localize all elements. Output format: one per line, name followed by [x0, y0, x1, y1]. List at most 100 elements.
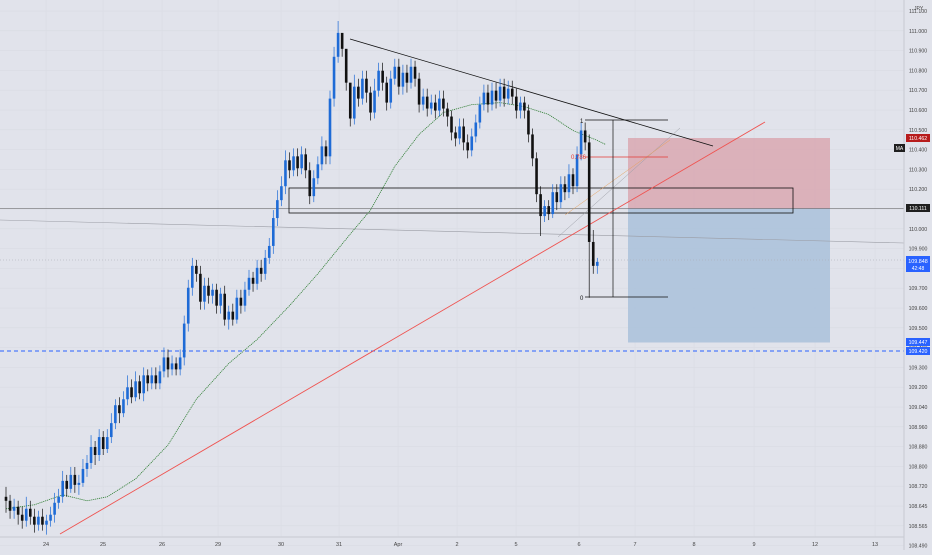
candle-body: [567, 174, 571, 193]
candle-body: [272, 218, 275, 246]
candle-body: [458, 126, 461, 139]
candle: [77, 474, 81, 495]
descending-trendline: [349, 38, 714, 147]
candle: [389, 70, 393, 109]
candle-body: [8, 500, 12, 511]
candle-body: [130, 387, 133, 398]
candle-body: [531, 134, 534, 159]
candles: [4, 20, 599, 535]
candle-body: [494, 90, 498, 101]
candle-body: [591, 241, 595, 266]
candle-body: [583, 130, 587, 143]
price-tick-label: 109.500: [909, 326, 928, 332]
time-axis-ticks: 24 25 26 29 30 31 Apr 2 5 6 7 8 9 12 13: [43, 542, 878, 548]
candle-body: [231, 311, 235, 320]
time-tick-label: 6: [577, 542, 580, 548]
candle: [69, 466, 73, 493]
candle: [255, 259, 259, 290]
candle: [73, 466, 77, 493]
candle-body: [587, 142, 591, 242]
candle-body: [498, 86, 502, 101]
candle: [12, 498, 16, 519]
currency-label: JPY: [914, 6, 924, 12]
time-tick-label: 8: [692, 542, 695, 548]
candle: [385, 76, 388, 111]
candle-body: [16, 506, 20, 515]
candle: [33, 508, 36, 533]
candle-body: [292, 156, 295, 171]
candle: [474, 114, 478, 143]
price-tick-label: 109.700: [909, 286, 928, 292]
candle-body: [207, 285, 210, 296]
candle-body: [81, 468, 85, 483]
price-tick-label: 110.300: [909, 167, 927, 173]
candle-body: [357, 86, 360, 99]
candle-body: [429, 102, 433, 109]
candle-body: [393, 66, 397, 79]
candle: [49, 506, 52, 527]
candle: [409, 58, 413, 89]
grey-trendline: [0, 219, 905, 244]
candle-body: [527, 110, 530, 135]
price-tick-label: 109.300: [909, 365, 928, 371]
candle-body: [259, 267, 263, 274]
candle-body: [170, 363, 174, 370]
candle: [498, 78, 502, 107]
candle: [539, 186, 542, 236]
entry-price-label-text: 110.111: [909, 206, 927, 212]
entry-price-label-bg: [906, 204, 930, 212]
candle: [458, 118, 461, 145]
candle: [405, 64, 409, 93]
candle-body: [223, 293, 226, 320]
candle-body: [551, 192, 555, 215]
drawing-tools: [0, 38, 905, 535]
candle-body: [348, 82, 352, 119]
candle-body: [284, 160, 287, 187]
entry-price-label: 110.111: [906, 204, 930, 212]
candle: [336, 20, 340, 63]
candle-body: [203, 285, 206, 302]
candle-body: [33, 516, 36, 525]
candle: [53, 492, 56, 523]
candle-body: [126, 387, 129, 400]
candle-body: [49, 514, 52, 521]
candle: [207, 277, 210, 304]
candle: [247, 269, 251, 296]
time-tick-label: Apr: [394, 542, 403, 548]
candle: [401, 64, 405, 95]
candle: [16, 500, 20, 525]
candle-body: [417, 78, 421, 105]
time-tick-label: 29: [215, 542, 221, 548]
candle: [211, 283, 214, 304]
position-zones: [0, 138, 904, 343]
candle-body: [425, 96, 429, 109]
price-tick-label: 110.400: [909, 148, 927, 154]
candle-body: [397, 66, 401, 87]
time-axis[interactable]: 24 25 26 29 30 31 Apr 2 5 6 7 8 9 12 13: [0, 536, 904, 548]
candle: [199, 265, 202, 310]
candle: [288, 152, 291, 179]
price-axis[interactable]: 111.100 111.000 110.900 110.800 110.700 110.6…: [903, 0, 932, 550]
candle: [41, 508, 44, 531]
candle: [393, 58, 397, 85]
candle-body: [474, 122, 478, 137]
price-axis-background: [904, 0, 932, 550]
candle-body: [340, 32, 344, 49]
candle-body: [535, 158, 538, 195]
time-tick-label: 5: [514, 542, 517, 548]
candle: [97, 429, 101, 461]
stop-loss-zone: [628, 138, 830, 209]
candle-body: [296, 156, 299, 169]
candle: [292, 148, 295, 177]
price-tick-label: 108.880: [909, 445, 928, 451]
time-tick-label: 26: [159, 542, 165, 548]
candle: [551, 184, 555, 219]
ascending-trendline: [59, 121, 766, 535]
candle: [328, 90, 332, 165]
fib-label-0: 0: [580, 296, 584, 302]
ma-badge-text: MA: [896, 146, 904, 152]
candle: [272, 210, 275, 254]
candle: [547, 200, 550, 221]
candle-body: [320, 146, 324, 165]
